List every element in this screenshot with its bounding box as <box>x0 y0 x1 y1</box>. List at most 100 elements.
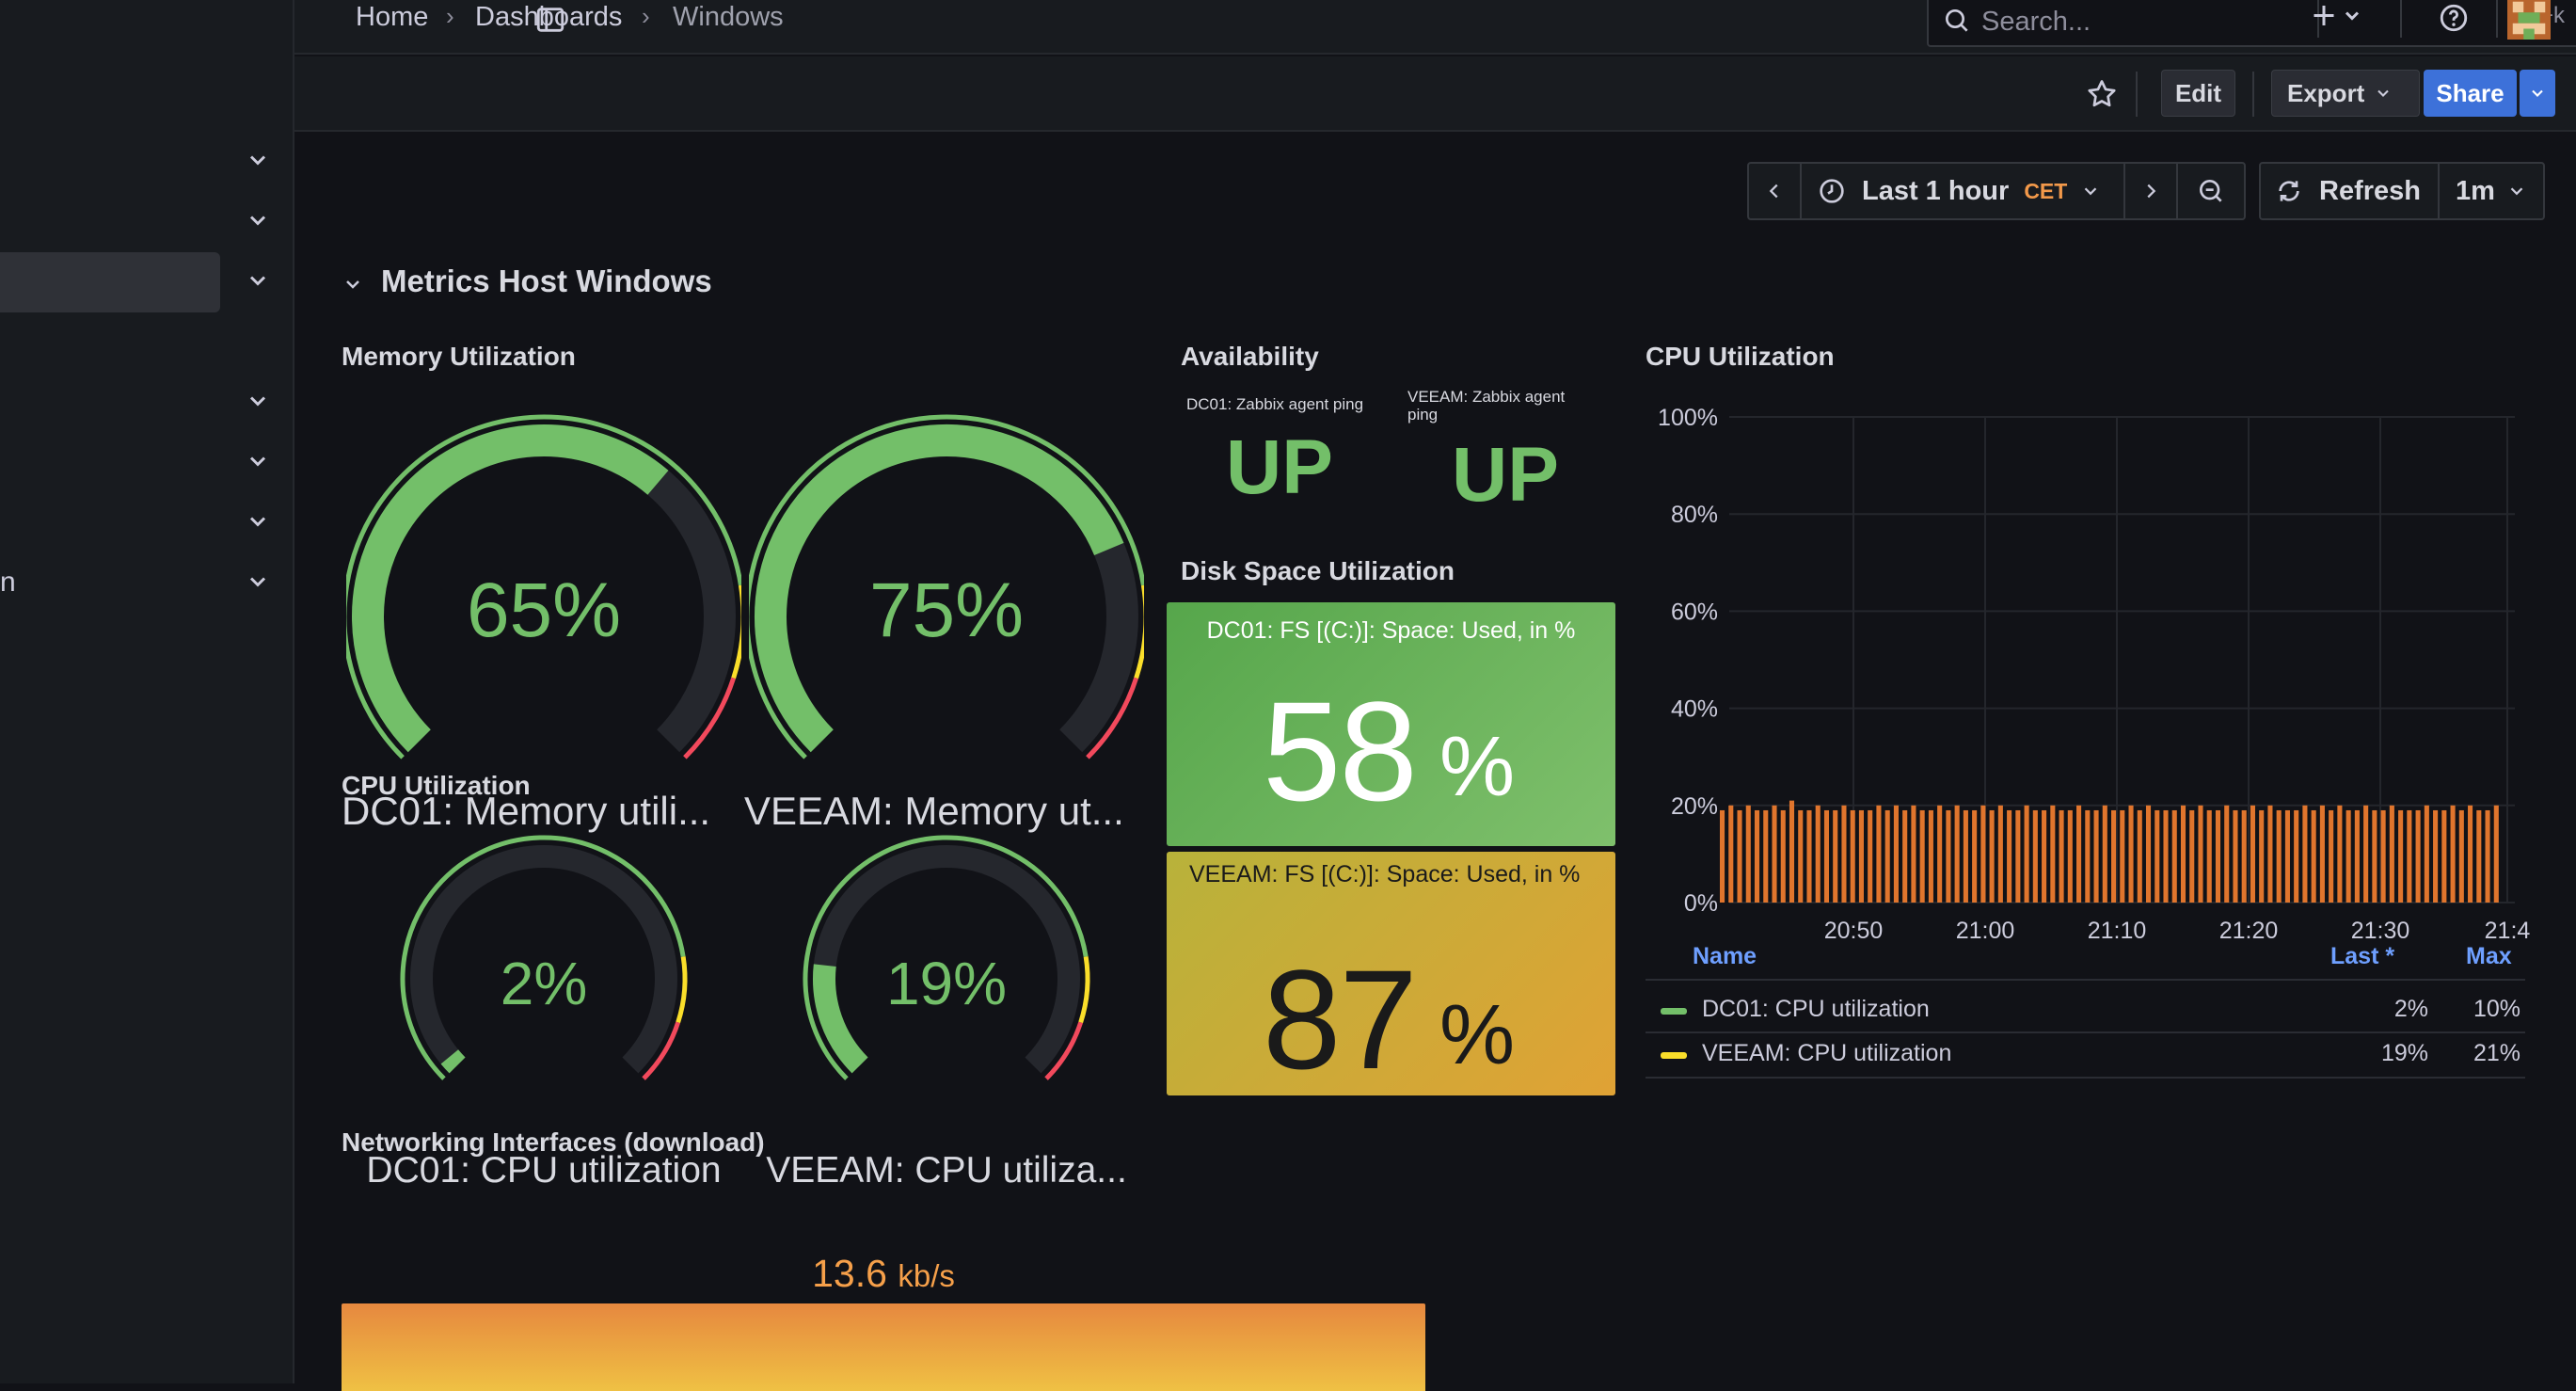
chart-bar <box>2363 805 2369 903</box>
legend-series-name[interactable]: VEEAM: CPU utilization <box>1702 1040 1952 1066</box>
search-input[interactable] <box>1981 4 2452 40</box>
legend-header-last[interactable]: Last * <box>2330 943 2395 969</box>
chevron-right-icon: › <box>642 2 650 30</box>
search-bar[interactable]: ⌘+k <box>1927 0 2576 47</box>
chart-bar <box>1980 805 1986 903</box>
chart-bar <box>2171 809 2177 903</box>
gauge-threshold-red <box>1044 1021 1084 1080</box>
chevron-down-icon[interactable] <box>245 147 271 173</box>
gauge-threshold-red <box>683 677 737 759</box>
divider <box>2496 0 2498 38</box>
share-button[interactable]: Share <box>2424 70 2517 117</box>
chart-bar <box>2329 809 2334 903</box>
panel-title-networking[interactable]: Networking Interfaces (download) <box>342 1127 765 1157</box>
share-menu-button[interactable] <box>2520 70 2555 117</box>
avatar[interactable] <box>2507 0 2551 40</box>
refresh-label: Refresh <box>2319 175 2421 206</box>
gauge-threshold-green <box>803 835 1089 1080</box>
chart-bar <box>2163 809 2169 903</box>
x-tick-label: 21:00 <box>1956 918 2015 944</box>
legend-swatch <box>1661 1008 1687 1015</box>
chart-bar <box>2389 805 2394 903</box>
breadcrumb-dashboards[interactable]: Dashboards <box>475 2 623 32</box>
stat-label: DC01: FS [(C:)]: Space: Used, in % <box>1206 617 1576 644</box>
bar-gauge-value: 13.6 kb/s <box>342 1252 1425 1296</box>
chevron-down-icon[interactable] <box>245 448 271 474</box>
refresh-button[interactable]: Refresh <box>2261 164 2440 218</box>
gauge-track <box>410 845 677 1074</box>
chevron-right-icon <box>2147 184 2156 199</box>
chart-bar <box>2345 809 2351 903</box>
stat-value: 87 <box>1263 940 1418 1098</box>
add-new-icon[interactable] <box>2313 0 2369 34</box>
refresh-interval-select[interactable]: 1m <box>2440 164 2543 218</box>
chart-bar <box>1720 809 1725 903</box>
chart-bar <box>2085 809 2091 903</box>
chart-bar <box>1745 805 1751 903</box>
chart-bar <box>1937 805 1943 903</box>
chart-bar <box>2198 805 2203 903</box>
help-icon[interactable] <box>2438 2 2470 34</box>
chart-bar <box>1737 809 1742 903</box>
time-range-button[interactable]: Last 1 hour CET <box>1802 164 2125 218</box>
chart-bar <box>2215 809 2221 903</box>
cpu-timeseries-chart[interactable]: 100% 80% 60% 40% 20% 0% 20:50 21:00 21:10 21:20 21… <box>1640 386 2562 1092</box>
chevron-down-icon[interactable] <box>245 568 271 595</box>
divider <box>2400 0 2402 38</box>
star-icon[interactable] <box>2085 77 2119 111</box>
y-tick-label: 40% <box>1671 696 1718 723</box>
divider <box>2136 72 2138 117</box>
chart-bar <box>2224 805 2230 903</box>
chart-bar <box>1728 805 1734 903</box>
panel-title-cpu-gauges[interactable]: CPU Utilization <box>342 771 531 800</box>
chart-bar <box>2380 809 2386 903</box>
chevron-down-icon[interactable] <box>245 267 271 294</box>
sidebar-item-active[interactable] <box>0 252 220 312</box>
export-button[interactable]: Export <box>2271 70 2420 117</box>
divider <box>2252 72 2254 117</box>
gauge-value: 19% <box>885 950 1008 1017</box>
search-icon <box>1946 9 1968 32</box>
legend-series-name[interactable]: DC01: CPU utilization <box>1702 996 1930 1022</box>
dock-menu-icon[interactable] <box>533 4 567 36</box>
time-forward-button[interactable] <box>2125 164 2178 218</box>
side-menu: n <box>0 0 294 1383</box>
chart-bar <box>1946 809 1951 903</box>
y-tick-label: 20% <box>1671 793 1718 820</box>
time-back-button[interactable] <box>1749 164 1802 218</box>
zoom-out-button[interactable] <box>2178 164 2244 218</box>
chart-bar <box>2128 805 2134 903</box>
chart-bar <box>2415 809 2421 903</box>
bar-gauge-fill <box>342 1303 1425 1391</box>
gauge-label: VEEAM: Memory ut... <box>744 789 1124 833</box>
panel-title-availability[interactable]: Availability <box>1181 342 1319 371</box>
chart-legend: Name Last * Max DC01: CPU utilization 2%… <box>1646 943 2539 1084</box>
panel-title-memory[interactable]: Memory Utilization <box>342 342 576 371</box>
chart-bar <box>1868 809 1873 903</box>
gauge-label: VEEAM: CPU utiliza... <box>766 1150 1127 1191</box>
edit-button[interactable]: Edit <box>2161 70 2235 117</box>
x-tick-label: 20:50 <box>1824 918 1884 944</box>
chart-bar <box>1928 809 1933 903</box>
legend-header-max[interactable]: Max <box>2466 943 2512 969</box>
chevron-down-icon[interactable] <box>245 508 271 535</box>
sidebar-item-label: n <box>0 567 16 598</box>
chevron-down-icon[interactable] <box>342 273 364 296</box>
chart-bar <box>1763 809 1769 903</box>
breadcrumb-home[interactable]: Home <box>356 2 429 32</box>
row-title[interactable]: Metrics Host Windows <box>381 264 712 298</box>
chevron-down-icon <box>2532 89 2543 97</box>
panel-title-disk[interactable]: Disk Space Utilization <box>1181 556 1455 585</box>
refresh-picker: Refresh 1m <box>2259 162 2545 220</box>
chart-bar <box>2180 805 2186 903</box>
chevron-down-icon[interactable] <box>245 388 271 414</box>
gauge-label: DC01: CPU utilization <box>366 1150 722 1191</box>
legend-header-name[interactable]: Name <box>1693 943 1757 969</box>
chart-bar <box>1806 809 1812 903</box>
chart-bar <box>2433 809 2439 903</box>
y-tick-label: 0% <box>1684 890 1718 917</box>
chevron-down-icon[interactable] <box>245 207 271 233</box>
gauge-fill <box>755 424 1124 753</box>
panel-title-cpu-chart[interactable]: CPU Utilization <box>1646 342 1835 371</box>
gauge-value: 65% <box>466 568 622 653</box>
